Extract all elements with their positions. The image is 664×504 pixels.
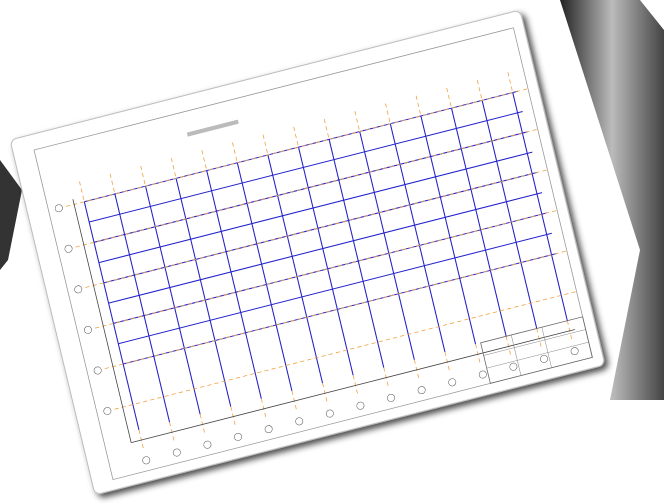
drawing-sheet	[10, 10, 605, 495]
scene	[0, 0, 664, 504]
